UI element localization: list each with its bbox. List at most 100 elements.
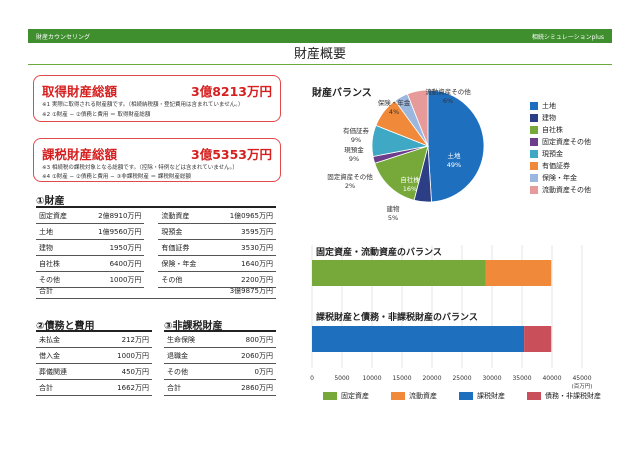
pie-label: 建物 [387, 204, 401, 213]
legend-label: 流動資産その他 [542, 186, 591, 194]
legend-item: 課税財産 [459, 390, 505, 402]
nontax-title: ③非課税財産 [164, 321, 223, 332]
asset-label: 建物 [36, 239, 81, 256]
legend-item: 自社株 [530, 124, 606, 136]
legend-item: 債務・非課税財産 [527, 390, 601, 402]
pie-label: 現預金 [344, 145, 364, 154]
asset-label: その他 [36, 271, 81, 288]
legend-label: 課税財産 [477, 392, 505, 400]
header-left: 財産カウンセリング [36, 33, 91, 41]
acquired-total-box: 取得財産総額 3億8213万円 ※1 実際に取得される財産額です。（相続納税額・… [33, 75, 281, 122]
x-tick-label: 5000 [334, 375, 349, 382]
pie-slice-土地 [427, 89, 485, 203]
pie-label: 5% [388, 214, 398, 222]
legend-label: 保険・年金 [542, 174, 577, 182]
table-row: 未払金 212万円 [36, 332, 152, 348]
asset-label: 保険・年金 [158, 255, 212, 272]
pie-label: 9% [349, 155, 359, 163]
bar-title: 固定資産・流動資産のバランス [316, 246, 442, 258]
asset-label: 有価証券 [158, 239, 212, 256]
pie-legend: 土地 建物 自社株 固定資産その他 現預金 有価証券 保険・年金 流動資産その他 [530, 100, 606, 196]
x-tick-label: 25000 [452, 375, 471, 382]
pie-label: 16% [403, 185, 417, 193]
x-tick-label: 10000 [362, 375, 381, 382]
acquired-note-1: ※1 実際に取得される財産額です。（相続納税額・登記費用は含まれていません。） [42, 102, 244, 108]
legend-label: 固定資産その他 [542, 138, 591, 146]
table-row: 借入金 1000万円 [36, 347, 152, 364]
assets-table: 固定資産 2億8910万円 流動資産 1億0965万円 土地 1億9560万円 現預金 359… [36, 208, 276, 288]
x-unit-label: (百万円) [572, 383, 593, 390]
legend-swatch [530, 126, 538, 134]
asset-value: 3595万円 [211, 223, 276, 240]
table-row: 葬儀関連 450万円 [36, 363, 152, 380]
asset-label: 自社株 [36, 255, 81, 272]
legend-item: 流動資産 [391, 390, 437, 402]
legend-label: 債務・非課税財産 [545, 392, 601, 400]
pie-slice-自社株 [374, 145, 429, 201]
table-row: 建物 1950万円 有価証券 3530万円 [36, 239, 276, 256]
assets-rule [36, 206, 276, 208]
pie-label: 49% [447, 161, 461, 169]
pie-title: 財産バランス [312, 88, 372, 99]
legend-label: 固定資産 [341, 392, 369, 400]
pie-label: 9% [351, 136, 361, 144]
balance-bar-chart: 0 5000 10000 15000 20000 25000 30000 35000 40000… [310, 245, 593, 390]
x-tick-label: 45000 [572, 375, 591, 382]
legend-item: 保険・年金 [530, 172, 606, 184]
debts-table: 未払金 212万円 借入金 1000万円 葬儀関連 450万円 合計 1662万円 [36, 332, 152, 396]
nontax-table: 生命保険 800万円 退職金 2060万円 その他 0万円 合計 2860万円 [164, 332, 276, 396]
debts-value: 450万円 [90, 363, 152, 380]
debts-label: 借入金 [36, 347, 91, 364]
acquired-note-2: ※2 ①財産 − ②債務と費用 ＝ 取得財産総額 [42, 112, 151, 118]
legend-swatch [530, 150, 538, 158]
pie-label: 保険・年金 [378, 98, 411, 107]
legend-swatch [391, 392, 405, 400]
bar-segment-債務・非課税財産 [524, 326, 552, 352]
column-gap [144, 240, 158, 256]
assets-title: ①財産 [36, 196, 65, 207]
table-row: 土地 1億9560万円 現預金 3595万円 [36, 223, 276, 240]
legend-item: 固定資産 [323, 390, 369, 402]
taxable-note-1: ※3 相続税の課税対象となる総額です。（控除・特例などは含まれていません。） [42, 165, 238, 171]
legend-label: 自社株 [542, 126, 563, 134]
nontax-rule [164, 330, 276, 332]
pie-label: 土地 [448, 151, 462, 160]
pie-label: 6% [443, 97, 453, 105]
table-row: その他 1000万円 その他 2200万円 [36, 271, 276, 288]
legend-swatch [530, 186, 538, 194]
x-tick-label: 35000 [512, 375, 531, 382]
legend-swatch [459, 392, 473, 400]
x-tick-label: 0 [310, 375, 314, 382]
legend-swatch [530, 162, 538, 170]
asset-value: 6400万円 [80, 255, 145, 272]
bar-legend: 固定資産 流動資産 課税財産 債務・非課税財産 [312, 390, 612, 402]
nontax-value: 0万円 [217, 363, 276, 380]
legend-swatch [530, 174, 538, 182]
legend-label: 土地 [542, 102, 556, 110]
total-row: 合計 1662万円 [36, 379, 152, 396]
taxable-label: 課税財産総額 [42, 147, 118, 162]
debts-value: 1000万円 [90, 347, 152, 364]
table-row: 生命保険 800万円 [164, 332, 276, 348]
bar-segment-課税財産 [312, 326, 525, 352]
pie-label: 4% [389, 108, 399, 116]
asset-value: 1億9560万円 [80, 223, 145, 240]
debts-title: ②債務と費用 [36, 321, 95, 332]
nontax-label: その他 [164, 363, 217, 380]
asset-pie-chart: 土地49%建物5%自社株16%固定資産その他2%現預金9%有価証券9%保険・年金… [327, 87, 485, 222]
total-row: 合計 2860万円 [164, 379, 276, 396]
assets-total-value: 3億9875万円 [229, 286, 273, 295]
asset-value: 3530万円 [211, 239, 276, 256]
pie-label: 自社株 [400, 175, 420, 184]
x-tick-label: 30000 [482, 375, 501, 382]
nontax-total-value: 2860万円 [217, 379, 276, 396]
asset-label: 土地 [36, 223, 81, 240]
asset-label: その他 [158, 271, 212, 288]
legend-swatch [527, 392, 541, 400]
nontax-label: 退職金 [164, 347, 217, 364]
asset-value: 2200万円 [211, 271, 276, 288]
bar-segment-流動資産 [485, 260, 552, 286]
debts-rule [36, 330, 152, 332]
legend-swatch [323, 392, 337, 400]
asset-value: 1億0965万円 [211, 208, 276, 224]
